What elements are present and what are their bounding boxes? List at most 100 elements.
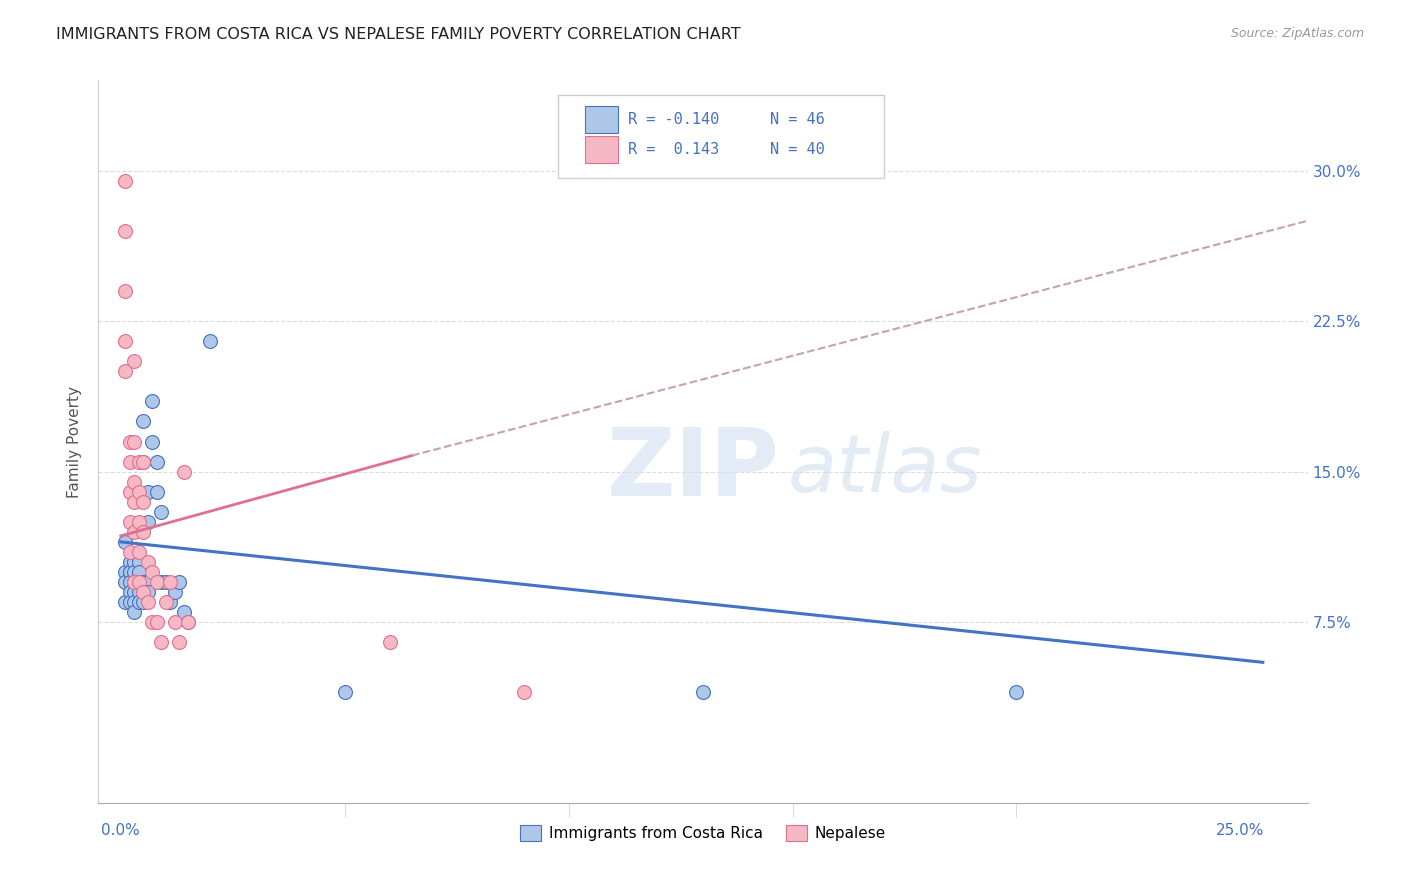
Point (145, 455, 167, 469)
Point (118, 545, 141, 559)
Point (692, 685, 714, 699)
Point (150, 505, 173, 519)
Y-axis label: Family Poverty: Family Poverty (67, 385, 83, 498)
Text: N = 46: N = 46 (769, 112, 824, 127)
Text: R =  0.143: R = 0.143 (628, 142, 720, 157)
Point (155, 595, 177, 609)
Point (128, 574, 150, 589)
Point (132, 455, 155, 469)
Legend: Immigrants from Costa Rica, Nepalese: Immigrants from Costa Rica, Nepalese (513, 819, 893, 847)
Point (141, 615, 163, 630)
Point (163, 585, 186, 599)
Point (173, 465, 195, 479)
Text: atlas: atlas (787, 432, 983, 509)
Point (159, 574, 181, 589)
Point (132, 414, 155, 429)
Text: Source: ZipAtlas.com: Source: ZipAtlas.com (1230, 27, 1364, 40)
Point (122, 555, 145, 569)
Point (118, 595, 141, 609)
Point (132, 455, 155, 469)
Point (118, 574, 141, 589)
Point (114, 334, 136, 348)
Point (145, 484, 167, 499)
Point (132, 494, 155, 508)
Point (128, 455, 150, 469)
Point (150, 574, 173, 589)
Point (122, 555, 145, 569)
Point (122, 585, 145, 599)
Point (118, 585, 141, 599)
Point (177, 615, 200, 630)
Point (128, 515, 150, 529)
Point (122, 574, 145, 589)
Point (132, 595, 155, 609)
Point (118, 565, 141, 579)
Point (118, 555, 141, 569)
Point (163, 615, 186, 630)
Point (132, 585, 155, 599)
Point (122, 494, 145, 508)
Point (128, 555, 150, 569)
FancyBboxPatch shape (585, 136, 619, 163)
Point (122, 524, 145, 539)
Point (513, 685, 536, 699)
Point (122, 434, 145, 449)
Point (141, 394, 163, 409)
Point (118, 484, 141, 499)
Point (128, 545, 150, 559)
Point (114, 565, 136, 579)
Point (136, 515, 159, 529)
Point (128, 595, 150, 609)
Point (128, 565, 150, 579)
Point (167, 574, 190, 589)
Point (145, 615, 167, 630)
Point (167, 635, 190, 649)
Point (114, 595, 136, 609)
Text: 25.0%: 25.0% (1216, 823, 1264, 838)
Text: ZIP: ZIP (606, 425, 779, 516)
Point (155, 574, 177, 589)
Point (114, 574, 136, 589)
Point (118, 515, 141, 529)
Point (1005, 685, 1028, 699)
Point (333, 685, 356, 699)
Point (118, 434, 141, 449)
Point (114, 284, 136, 298)
Point (122, 565, 145, 579)
Point (132, 574, 155, 589)
Point (114, 224, 136, 238)
FancyBboxPatch shape (558, 95, 884, 178)
Point (122, 605, 145, 619)
Point (145, 574, 167, 589)
Point (128, 585, 150, 599)
Point (114, 364, 136, 378)
Point (114, 173, 136, 188)
Text: 0.0%: 0.0% (101, 823, 141, 838)
Point (200, 334, 222, 348)
Point (122, 574, 145, 589)
Text: IMMIGRANTS FROM COSTA RICA VS NEPALESE FAMILY POVERTY CORRELATION CHART: IMMIGRANTS FROM COSTA RICA VS NEPALESE F… (56, 27, 741, 42)
Point (136, 595, 159, 609)
Point (118, 455, 141, 469)
Point (114, 534, 136, 549)
Point (132, 524, 155, 539)
Point (159, 595, 181, 609)
Point (173, 605, 195, 619)
Point (141, 565, 163, 579)
Point (122, 595, 145, 609)
Point (141, 434, 163, 449)
Point (122, 354, 145, 368)
Point (118, 565, 141, 579)
Point (150, 635, 173, 649)
Point (136, 585, 159, 599)
Point (136, 555, 159, 569)
Point (122, 475, 145, 489)
FancyBboxPatch shape (585, 105, 619, 133)
Point (177, 615, 200, 630)
Point (128, 574, 150, 589)
Text: R = -0.140: R = -0.140 (628, 112, 720, 127)
Text: N = 40: N = 40 (769, 142, 824, 157)
Point (378, 635, 401, 649)
Point (136, 484, 159, 499)
Point (128, 484, 150, 499)
